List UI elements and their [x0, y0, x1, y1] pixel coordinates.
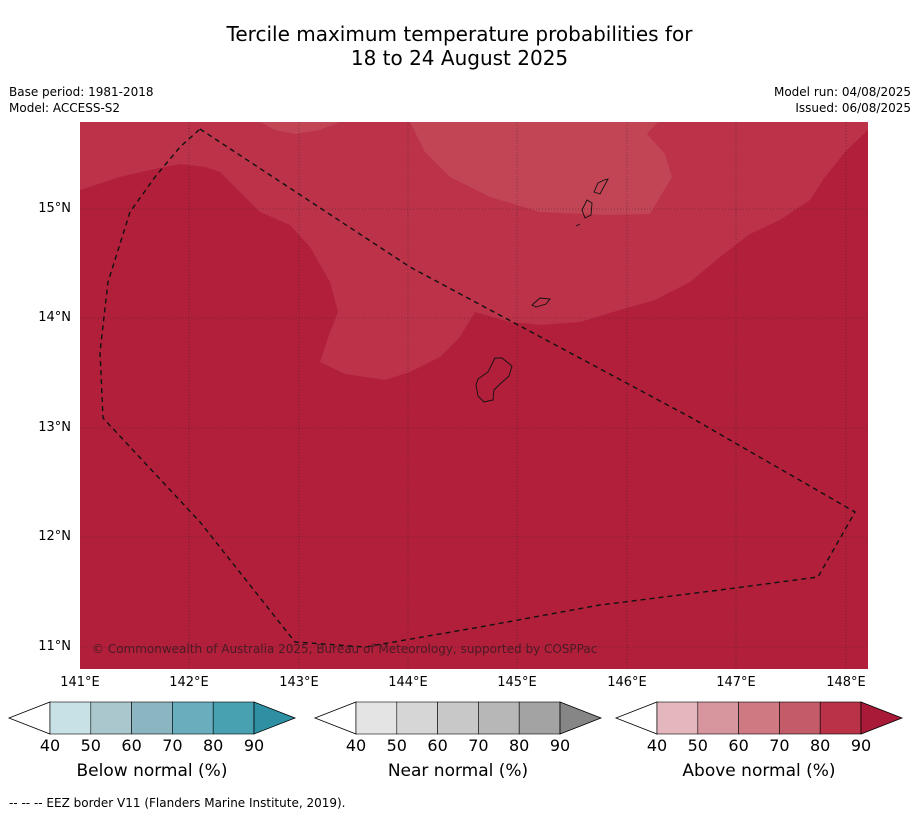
- colorbar-1-lower-extend: [313, 701, 357, 735]
- colorbar-2-segment-4: [819, 701, 862, 735]
- colorbar-1-segment-2: [437, 701, 479, 735]
- colorbar-2-lower-extend: [614, 701, 658, 735]
- colorbar-2-segment-2: [738, 701, 780, 735]
- lon-label-145: 145°E: [497, 675, 537, 690]
- model-run: Model run: 04/08/2025: [773, 85, 911, 99]
- colorbar-1-tick-70: 70: [468, 736, 489, 755]
- colorbar-1-tick-60: 60: [427, 736, 448, 755]
- lon-label-148: 148°E: [826, 675, 866, 690]
- colorbar-0-tick-40: 40: [39, 736, 61, 755]
- colorbar-2-tick-50: 50: [687, 736, 708, 755]
- lon-label-144: 144°E: [388, 675, 428, 690]
- island-aguijan: [575, 223, 581, 227]
- model-name: Model: ACCESS-S2: [9, 101, 121, 115]
- colorbar-1-segment-4: [518, 701, 561, 735]
- shade-above-70-west: [260, 122, 340, 134]
- colorbar-0: [7, 701, 297, 735]
- colorbar-2-tick-80: 80: [810, 736, 831, 755]
- map-canvas: [80, 122, 868, 669]
- eez-border: [99, 128, 856, 648]
- map-title: Tercile maximum temperature probabilitie…: [0, 22, 919, 70]
- colorbar-0-tick-90: 90: [243, 736, 265, 755]
- colorbar-1-segment-3: [478, 701, 520, 735]
- colorbar-0-tick-50: 50: [80, 736, 101, 755]
- colorbar-0-segment-0: [49, 701, 92, 735]
- lon-label-143: 143°E: [279, 675, 319, 690]
- lon-label-146: 146°E: [607, 675, 647, 690]
- colorbar-1-tick-40: 40: [345, 736, 367, 755]
- colorbar-2-upper-extend: [860, 701, 904, 735]
- colorbars: [7, 701, 904, 735]
- shade-above-70: [410, 122, 672, 215]
- island-rota: [531, 297, 551, 308]
- colorbar-2-tick-40: 40: [646, 736, 668, 755]
- metadata-left: Base period: 1981-2018 Model: ACCESS-S2: [9, 84, 154, 116]
- colorbar-1-segment-1: [396, 701, 438, 735]
- colorbar-2-label: Above normal (%): [682, 761, 836, 781]
- copyright-notice: © Commonwealth of Australia 2025, Bureau…: [92, 642, 598, 656]
- island-guam: [475, 357, 513, 403]
- colorbar-0-segment-2: [131, 701, 173, 735]
- issued-date: Issued: 06/08/2025: [795, 101, 911, 115]
- colorbar-0-upper-extend: [253, 701, 297, 735]
- colorbar-1-upper-extend: [559, 701, 603, 735]
- colorbar-2-tick-90: 90: [850, 736, 872, 755]
- title-line-1: Tercile maximum temperature probabilitie…: [226, 22, 693, 46]
- colorbar-2-tick-70: 70: [769, 736, 790, 755]
- title-line-2: 18 to 24 August 2025: [350, 46, 569, 70]
- colorbar-0-lower-extend: [7, 701, 51, 735]
- colorbar-2-segment-0: [656, 701, 699, 735]
- lon-label-141: 141°E: [60, 675, 100, 690]
- lon-label-147: 147°E: [716, 675, 756, 690]
- colorbar-0-tick-70: 70: [162, 736, 183, 755]
- colorbar-0-label: Below normal (%): [76, 761, 228, 781]
- lat-label-13: 13°N: [38, 420, 71, 435]
- colorbar-2: [614, 701, 904, 735]
- lat-label-14: 14°N: [38, 310, 71, 325]
- shade-above-80: [80, 122, 868, 380]
- colorbar-1-label: Near normal (%): [387, 761, 529, 781]
- islands: [475, 178, 609, 403]
- colorbar-2-tick-60: 60: [728, 736, 749, 755]
- colorbar-1-tick-50: 50: [386, 736, 407, 755]
- lat-label-12: 12°N: [38, 529, 71, 544]
- colorbar-0-segment-1: [90, 701, 132, 735]
- lon-label-142: 142°E: [169, 675, 209, 690]
- map-gridlines: [80, 122, 868, 669]
- island-tinian: [581, 199, 593, 219]
- lat-label-11: 11°N: [38, 639, 71, 654]
- colorbar-1-segment-0: [355, 701, 398, 735]
- colorbar-0-segment-3: [172, 701, 214, 735]
- colorbar-1-tick-90: 90: [549, 736, 571, 755]
- metadata-right: Model run: 04/08/2025 Issued: 06/08/2025: [774, 84, 911, 116]
- colorbar-2-segment-1: [697, 701, 739, 735]
- colorbar-0-tick-60: 60: [121, 736, 142, 755]
- probability-map: © Commonwealth of Australia 2025, Bureau…: [80, 122, 868, 669]
- island-saipan: [593, 178, 609, 195]
- colorbar-2-segment-3: [779, 701, 821, 735]
- colorbar-0-tick-80: 80: [203, 736, 224, 755]
- eez-footnote: -- -- -- EEZ border V11 (Flanders Marine…: [9, 796, 346, 810]
- colorbar-1: [313, 701, 603, 735]
- base-period: Base period: 1981-2018: [9, 85, 154, 99]
- colorbar-1-tick-80: 80: [509, 736, 530, 755]
- lat-label-15: 15°N: [38, 201, 71, 216]
- colorbar-0-segment-4: [212, 701, 255, 735]
